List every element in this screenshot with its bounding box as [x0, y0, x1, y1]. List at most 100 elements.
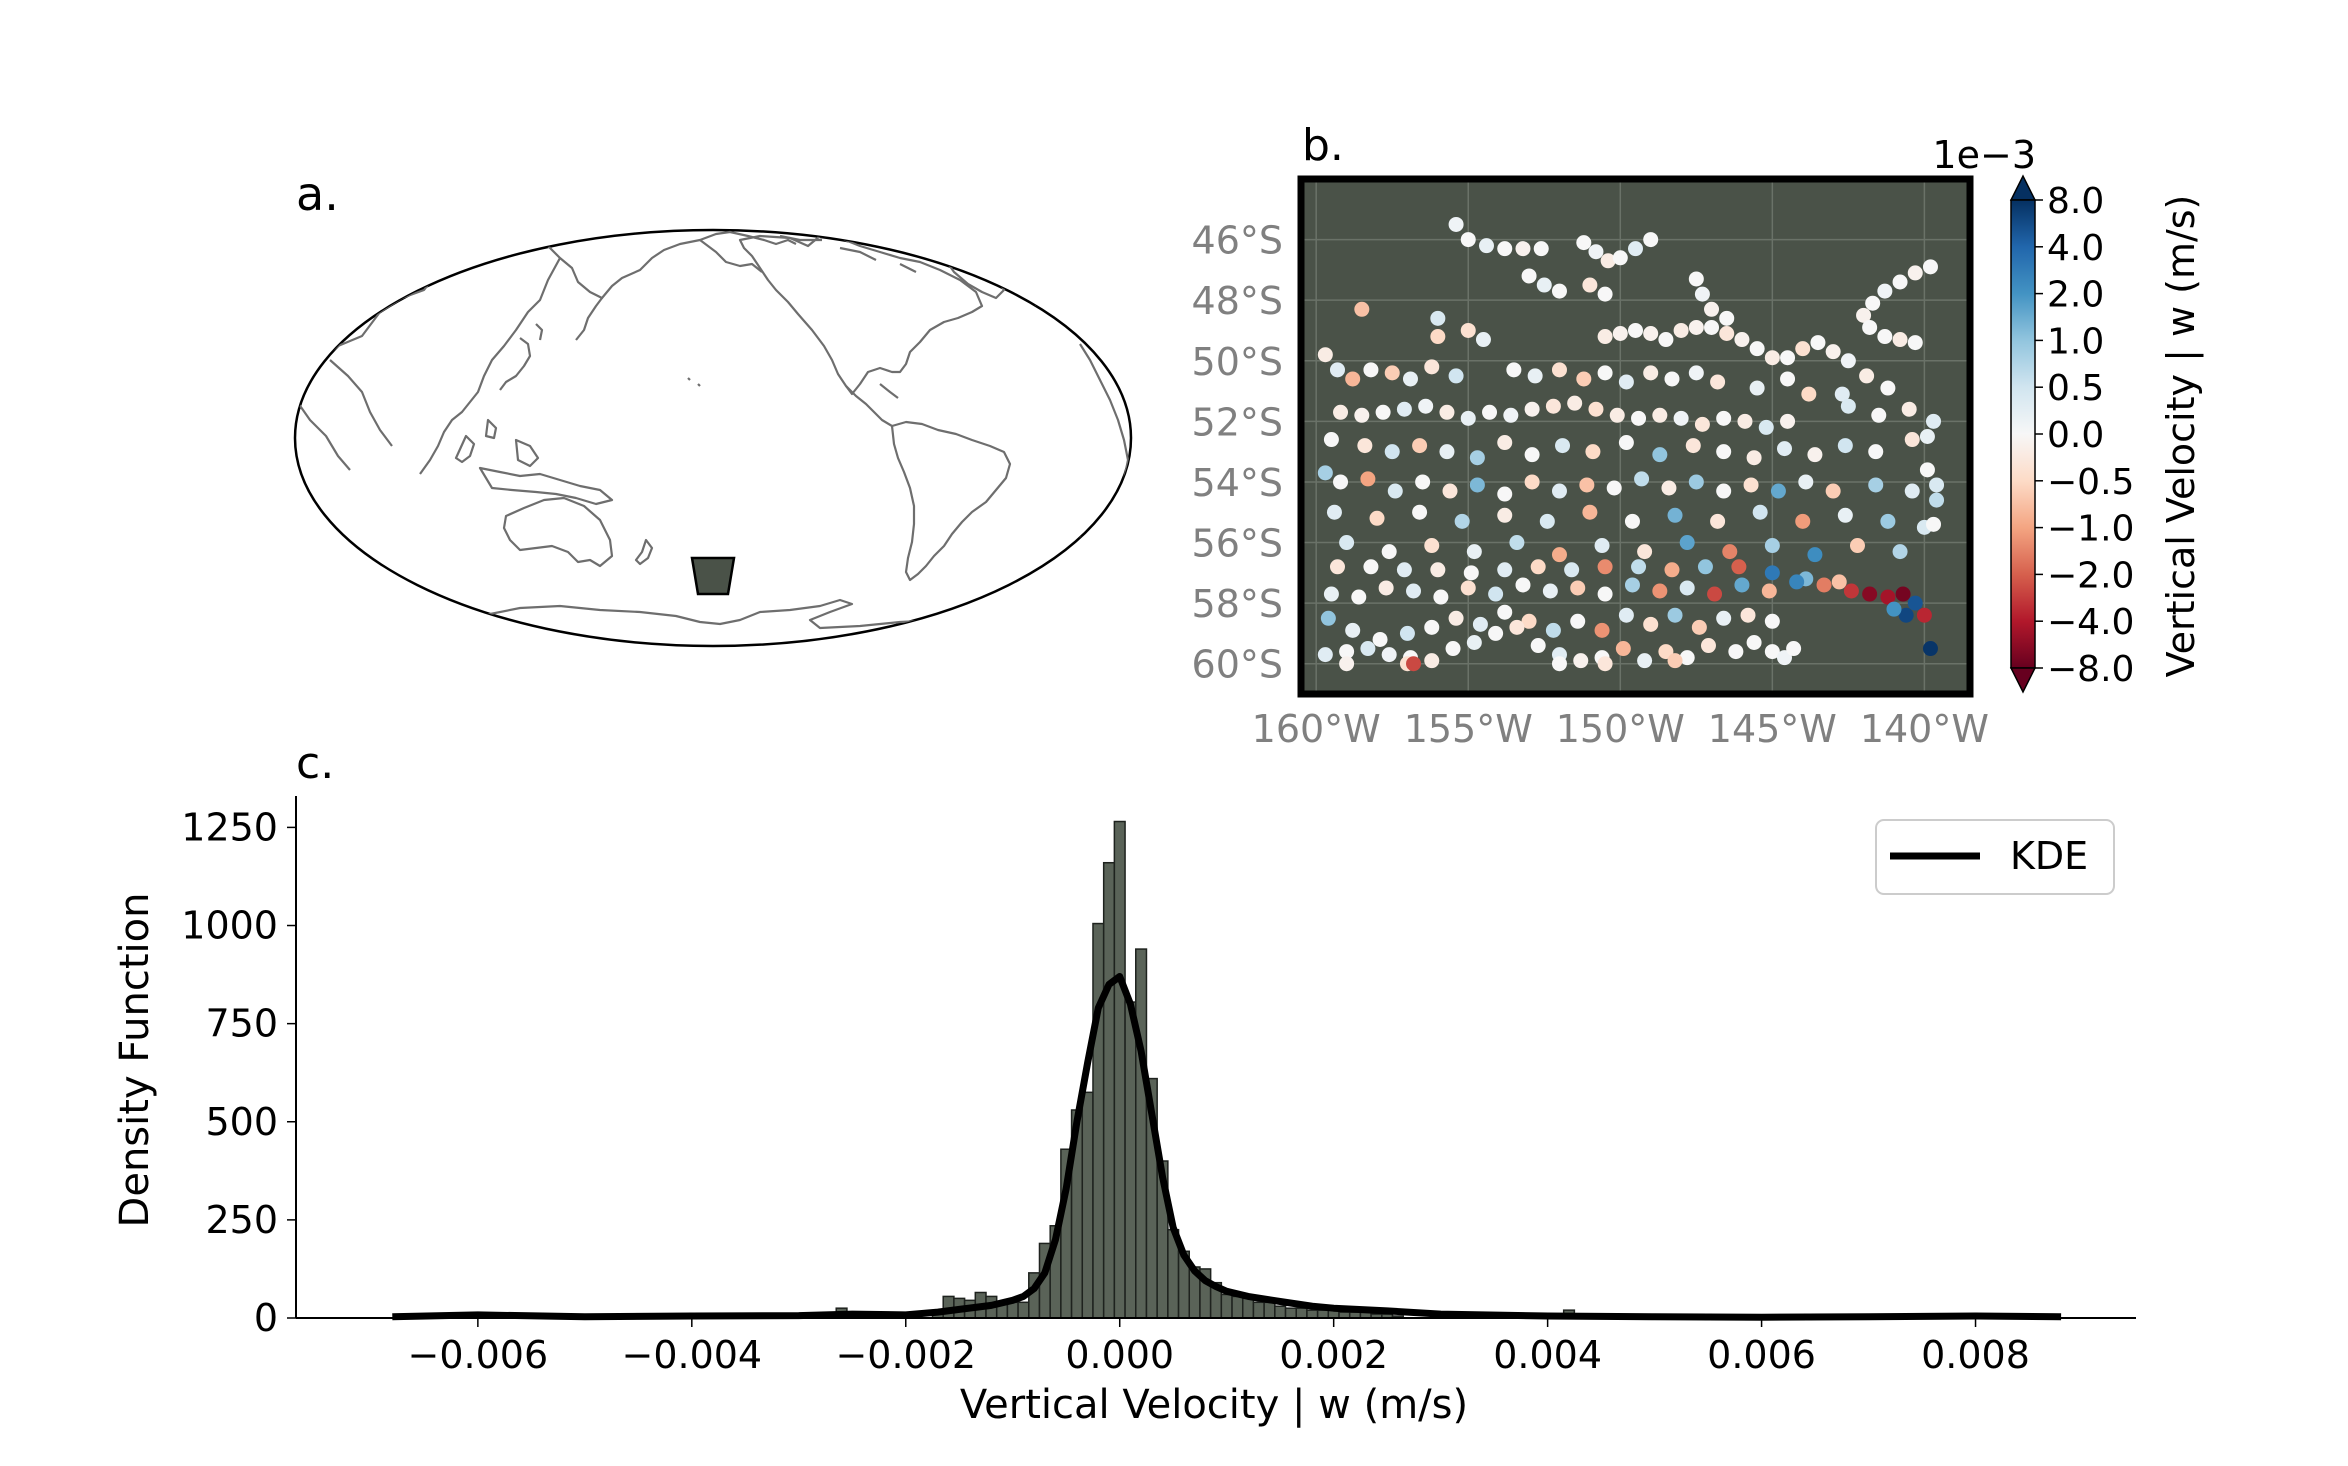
scatter-point [1597, 286, 1613, 302]
scatter-point [1375, 404, 1391, 420]
x-axis-label: Vertical Velocity | w (m/s) [960, 1382, 1468, 1428]
scatter-point [1497, 435, 1513, 451]
scatter-point [1533, 241, 1549, 257]
coastline-east-asia [419, 257, 561, 475]
scatter-point [1926, 413, 1942, 429]
panel-b-label: b. [1302, 120, 1344, 171]
scatter-point [1849, 538, 1865, 554]
scatter-point [1378, 580, 1394, 596]
scatter-point [1892, 544, 1908, 560]
globe-outline [293, 228, 1133, 648]
scatter-point [1807, 447, 1823, 463]
scatter-point [1317, 347, 1333, 363]
scatter-point [1381, 544, 1397, 560]
scatter-point [1612, 326, 1628, 341]
lat-tick-label: 58°S [1192, 582, 1283, 626]
scatter-point [1922, 259, 1938, 275]
x-tick-label: −0.004 [621, 1333, 762, 1377]
scatter-point [1515, 577, 1531, 593]
scatter-point [1317, 647, 1333, 663]
colorbar-tick-label: 8.0 [2047, 181, 2104, 222]
scatter-point [1497, 486, 1513, 502]
colorbar-tick-label: 1.0 [2047, 321, 2104, 362]
scatter-point [1916, 607, 1932, 623]
scatter-point [1402, 371, 1418, 387]
scatter-point [1524, 447, 1540, 463]
scatter-point [1439, 444, 1455, 460]
scatter-point [1764, 644, 1780, 660]
scatter-point [1667, 507, 1683, 523]
scatter-point [1719, 326, 1735, 341]
scatter-point [1862, 319, 1878, 335]
scatter-point [1582, 504, 1598, 520]
scatter-point [1877, 329, 1893, 345]
scatter-point [1892, 274, 1908, 290]
scatter-point [1597, 329, 1613, 345]
scatter-point [1503, 407, 1519, 423]
scatter-point [1895, 586, 1911, 602]
scatter-point [1697, 559, 1713, 575]
scatter-point [1740, 607, 1756, 623]
y-tick-label: 1000 [181, 904, 278, 948]
colorbar-tick-label: −0.5 [2047, 462, 2134, 503]
histogram-bars [824, 820, 1586, 1319]
scatter-point [1752, 504, 1768, 520]
scatter-point [1673, 322, 1689, 338]
scatter-point [1396, 401, 1412, 417]
scatter-point [1780, 350, 1796, 366]
coastline-south-america [890, 420, 1012, 582]
scatter-point [1360, 471, 1376, 487]
scatter-point [1679, 650, 1695, 666]
scatter-point [1442, 483, 1458, 499]
scatter-point [1469, 477, 1485, 493]
x-tick-label: 0.006 [1707, 1333, 1816, 1377]
scatter-point [1497, 562, 1513, 578]
scatter-point [1339, 535, 1355, 551]
scatter-point [1816, 577, 1832, 593]
colorbar-tick-label: −2.0 [2047, 555, 2134, 596]
scatter-point [1551, 483, 1567, 499]
scatter-point [1597, 586, 1613, 602]
scatter-point [1795, 513, 1811, 529]
colorbar-ticks: 8.0 4.0 2.0 1.0 0.5 0.0 −0.5 −1.0 −2.0 −4.0 −8.0 [2035, 181, 2134, 690]
scatter-point [1570, 613, 1586, 629]
histogram-bar [1081, 1091, 1094, 1319]
scatter-point [1631, 410, 1647, 426]
kde-line [392, 973, 2062, 1321]
scatter-point [1497, 507, 1513, 523]
colorbar-scale-label: 1e−3 [1932, 133, 2036, 177]
scatter-point [1798, 474, 1814, 490]
scatter-point [1424, 359, 1440, 375]
scatter-point [1694, 416, 1710, 432]
scatter-point [1433, 589, 1449, 605]
scatter-point [1728, 644, 1744, 660]
coastline-arctic-islands [779, 234, 917, 273]
scatter-point [1588, 401, 1604, 417]
lat-tick-label: 46°S [1192, 219, 1283, 263]
scatter-point [1323, 586, 1339, 602]
scatter-point [1901, 401, 1917, 417]
scatter-point [1746, 635, 1762, 650]
scatter-point [1497, 604, 1513, 620]
scatter-point [1704, 301, 1720, 317]
coastline-asia [295, 230, 797, 401]
scatter-point [1764, 350, 1780, 366]
scatter-point [1716, 610, 1732, 626]
scatter-point [1357, 438, 1373, 454]
colorbar-extend-top [2009, 174, 2037, 201]
scatter-point [1628, 322, 1643, 338]
scatter-point [1527, 368, 1543, 384]
scatter-point [1688, 474, 1704, 490]
scatter-point [1363, 362, 1379, 378]
scatter-point [1515, 241, 1531, 257]
scatter-point [1424, 653, 1440, 669]
scatter-point [1339, 644, 1355, 660]
scatter-point [1594, 622, 1610, 638]
scatter-point [1652, 583, 1668, 599]
scatter-point [1795, 341, 1811, 357]
scatter-point [1904, 432, 1920, 448]
scatter-point [1688, 319, 1704, 335]
colorbar-tick-label: −8.0 [2047, 649, 2134, 690]
scatter-point [1567, 395, 1583, 411]
